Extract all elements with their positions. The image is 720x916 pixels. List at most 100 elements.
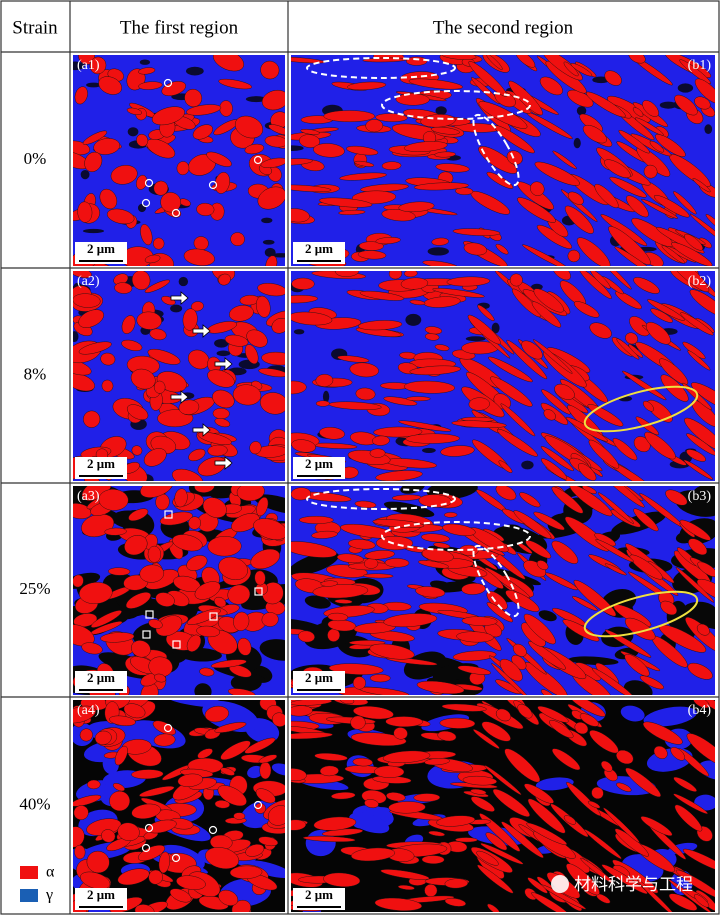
square-marker xyxy=(145,610,154,619)
alpha-grain xyxy=(153,237,165,250)
alpha-grain xyxy=(582,124,607,144)
alpha-grain xyxy=(365,119,384,133)
arrow-marker xyxy=(214,357,233,371)
alpha-grain xyxy=(446,276,491,287)
alpha-grain xyxy=(224,334,249,347)
alpha-grain xyxy=(353,622,396,634)
alpha-grain xyxy=(311,530,338,539)
alpha-grain xyxy=(461,583,486,595)
alpha-grain xyxy=(381,209,416,222)
dark-region xyxy=(427,247,449,256)
alpha-grain xyxy=(505,590,540,612)
dashed-outline xyxy=(306,57,456,79)
alpha-grain xyxy=(696,623,710,636)
alpha-grain xyxy=(594,183,619,209)
arrow-marker xyxy=(192,423,211,437)
alpha-grain xyxy=(319,427,345,440)
dark-region xyxy=(139,59,151,65)
alpha-grain xyxy=(397,884,415,891)
panel-label: (a2) xyxy=(77,274,100,289)
alpha-grain xyxy=(323,872,361,887)
alpha-grain xyxy=(176,875,206,890)
alpha-grain xyxy=(579,713,599,727)
dark-region xyxy=(214,338,229,348)
alpha-grain xyxy=(346,145,379,156)
alpha-grain xyxy=(177,773,204,787)
alpha-grain xyxy=(313,143,345,158)
alpha-grain xyxy=(260,157,285,168)
alpha-grain xyxy=(618,130,650,154)
alpha-grain xyxy=(89,56,107,75)
alpha-grain xyxy=(231,513,260,533)
alpha-grain xyxy=(232,384,262,406)
ebsd-map: (b1) 2 μm xyxy=(291,55,715,266)
dark-region xyxy=(491,322,500,334)
dark-region xyxy=(643,706,697,727)
alpha-grain xyxy=(691,382,715,411)
scale-bar-label: 2 μm xyxy=(87,456,115,471)
alpha-grain xyxy=(267,805,285,826)
alpha-grain xyxy=(569,486,613,517)
alpha-grain xyxy=(315,374,334,387)
circle-marker xyxy=(171,853,181,863)
alpha-grain xyxy=(340,523,395,539)
alpha-grain xyxy=(106,208,135,225)
alpha-grain xyxy=(104,527,127,536)
alpha-grain xyxy=(121,315,136,334)
alpha-grain xyxy=(218,273,231,286)
alpha-grain xyxy=(527,877,548,894)
alpha-grain xyxy=(318,197,373,208)
alpha-grain xyxy=(352,757,373,767)
alpha-grain xyxy=(433,542,451,549)
strain-label: 40% xyxy=(19,794,50,813)
dark-region xyxy=(216,350,231,357)
dark-region xyxy=(304,595,331,609)
alpha-grain xyxy=(480,843,524,865)
alpha-grain xyxy=(153,380,166,394)
alpha-grain xyxy=(452,228,501,236)
alpha-grain xyxy=(650,308,673,323)
dark-region xyxy=(86,82,101,88)
alpha-grain xyxy=(144,279,171,293)
alpha-grain xyxy=(291,819,307,831)
header-strain: Strain xyxy=(12,17,58,38)
alpha-grain xyxy=(319,765,339,777)
alpha-grain xyxy=(143,448,167,467)
alpha-grain xyxy=(207,444,228,457)
alpha-grain xyxy=(298,630,315,643)
alpha-grain xyxy=(212,389,235,409)
alpha-grain xyxy=(380,869,430,880)
alpha-grain xyxy=(159,511,193,526)
alpha-grain xyxy=(495,243,509,255)
scale-bar-box xyxy=(293,888,345,910)
alpha-grain xyxy=(511,288,541,318)
alpha-grain xyxy=(384,558,410,568)
scale-bar-label: 2 μm xyxy=(87,670,115,685)
alpha-grain xyxy=(312,584,369,599)
panel-label: (b2) xyxy=(688,274,712,289)
alpha-grain xyxy=(374,897,423,911)
alpha-grain xyxy=(534,161,580,186)
alpha-grain xyxy=(552,748,581,771)
alpha-grain xyxy=(653,194,690,218)
dark-region xyxy=(674,490,715,517)
alpha-grain xyxy=(74,86,88,105)
alpha-grain xyxy=(671,242,713,266)
alpha-grain xyxy=(517,197,556,223)
alpha-grain xyxy=(532,339,573,374)
alpha-grain xyxy=(406,396,431,402)
circle-marker xyxy=(208,180,218,190)
alpha-grain xyxy=(233,611,250,631)
alpha-grain xyxy=(227,584,251,605)
alpha-grain xyxy=(467,314,501,345)
alpha-grain xyxy=(369,448,386,458)
alpha-grain xyxy=(500,403,536,437)
alpha-grain xyxy=(615,291,642,310)
alpha-grain xyxy=(220,740,251,760)
alpha-grain xyxy=(487,903,500,912)
alpha-grain xyxy=(171,468,204,481)
alpha-grain xyxy=(573,301,600,318)
alpha-grain xyxy=(383,613,438,628)
alpha-grain xyxy=(537,706,569,723)
